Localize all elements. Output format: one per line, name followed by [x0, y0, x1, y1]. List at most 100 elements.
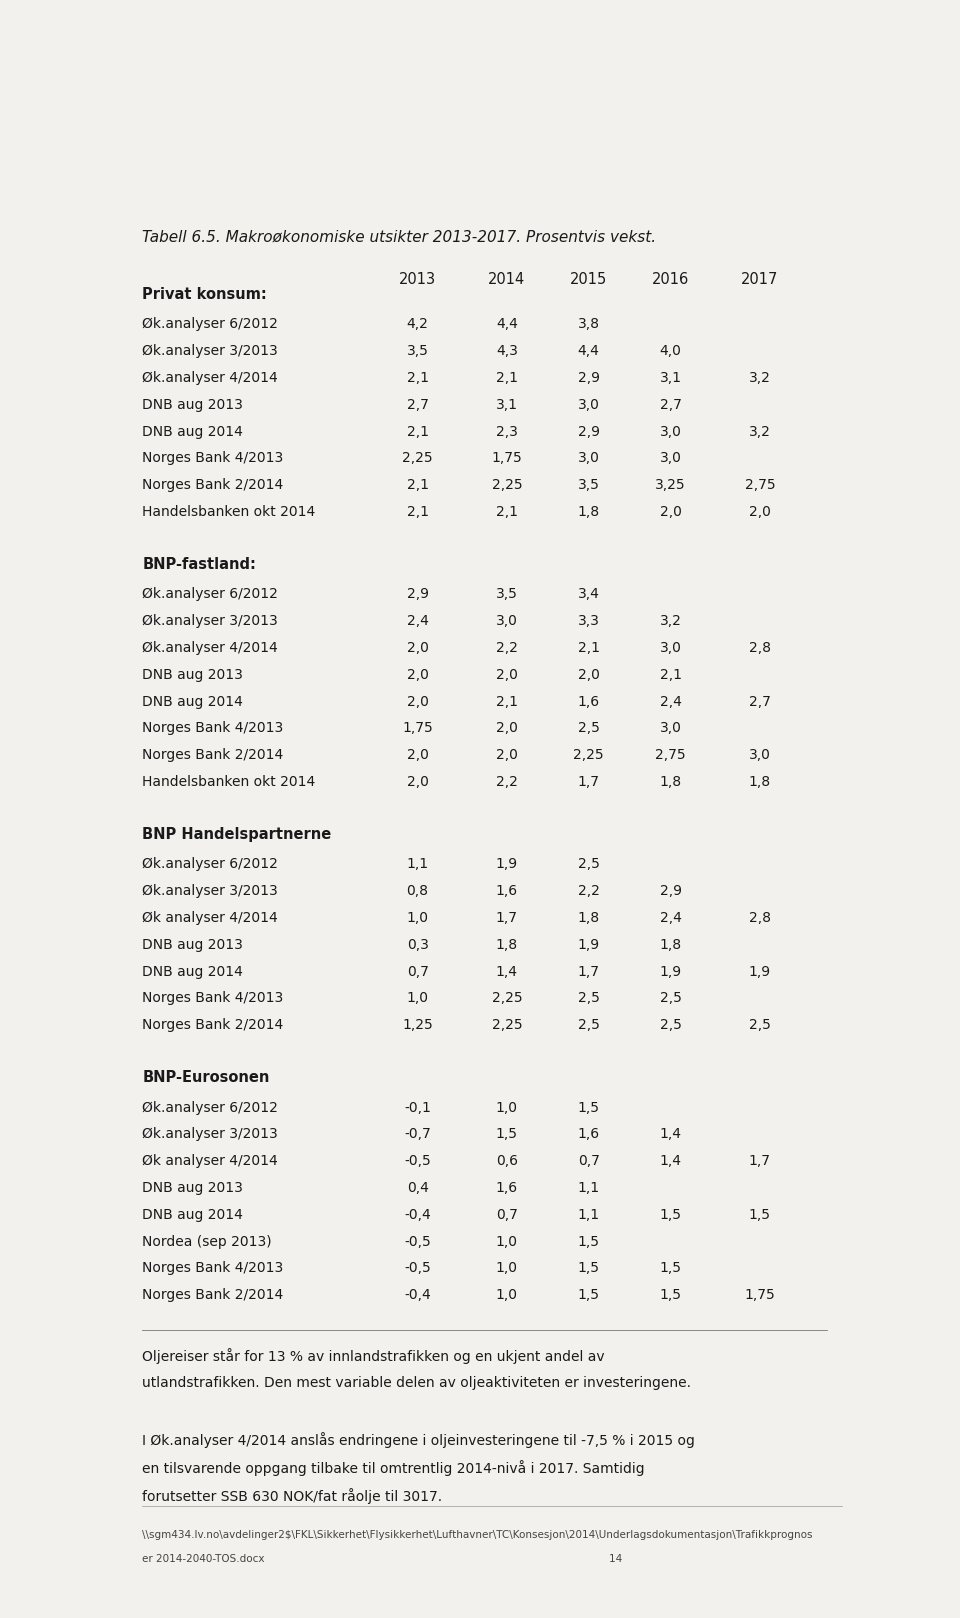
Text: 0,3: 0,3 [407, 938, 428, 951]
Text: Øk analyser 4/2014: Øk analyser 4/2014 [142, 911, 278, 925]
Text: 1,9: 1,9 [495, 858, 518, 872]
Text: 2,0: 2,0 [496, 748, 517, 762]
Text: 1,25: 1,25 [402, 1018, 433, 1032]
Text: 2,0: 2,0 [407, 668, 428, 681]
Text: Øk.analyser 3/2013: Øk.analyser 3/2013 [142, 615, 278, 628]
Text: 2,25: 2,25 [492, 1018, 522, 1032]
Text: 2,0: 2,0 [749, 505, 771, 519]
Text: 0,7: 0,7 [407, 964, 428, 979]
Text: 2,0: 2,0 [407, 748, 428, 762]
Text: 2,7: 2,7 [407, 398, 428, 413]
Text: 1,0: 1,0 [496, 1235, 517, 1249]
Text: 2,1: 2,1 [578, 641, 600, 655]
Text: 2,5: 2,5 [660, 1018, 682, 1032]
Text: BNP-fastland:: BNP-fastland: [142, 557, 256, 571]
Text: 3,0: 3,0 [496, 615, 517, 628]
Text: 2,1: 2,1 [407, 505, 428, 519]
Text: Norges Bank 2/2014: Norges Bank 2/2014 [142, 748, 283, 762]
Text: 1,5: 1,5 [660, 1207, 682, 1222]
Text: Øk.analyser 6/2012: Øk.analyser 6/2012 [142, 1100, 278, 1115]
Text: 1,7: 1,7 [749, 1154, 771, 1168]
Text: 4,4: 4,4 [578, 345, 600, 358]
Text: 2,0: 2,0 [578, 668, 600, 681]
Text: 1,9: 1,9 [660, 964, 682, 979]
Text: 2,4: 2,4 [407, 615, 428, 628]
Text: -0,4: -0,4 [404, 1288, 431, 1302]
Text: 3,0: 3,0 [578, 398, 600, 413]
Text: 1,8: 1,8 [749, 775, 771, 790]
Text: 3,5: 3,5 [407, 345, 428, 358]
Text: 4,2: 4,2 [407, 317, 428, 332]
Text: 2,9: 2,9 [407, 587, 428, 602]
Text: 3,0: 3,0 [660, 722, 682, 735]
Text: 1,1: 1,1 [578, 1207, 600, 1222]
Text: 1,8: 1,8 [660, 775, 682, 790]
Text: 3,0: 3,0 [749, 748, 771, 762]
Text: Privat konsum:: Privat konsum: [142, 286, 267, 301]
Text: Øk.analyser 3/2013: Øk.analyser 3/2013 [142, 885, 278, 898]
Text: 1,75: 1,75 [744, 1288, 776, 1302]
Text: 1,4: 1,4 [660, 1154, 682, 1168]
Text: 1,75: 1,75 [492, 451, 522, 466]
Text: 1,5: 1,5 [578, 1262, 600, 1275]
Text: 1,1: 1,1 [578, 1181, 600, 1196]
Text: 1,7: 1,7 [578, 964, 600, 979]
Text: Øk analyser 4/2014: Øk analyser 4/2014 [142, 1154, 278, 1168]
Text: 1,7: 1,7 [578, 775, 600, 790]
Text: 3,0: 3,0 [660, 451, 682, 466]
Text: Øk.analyser 4/2014: Øk.analyser 4/2014 [142, 371, 278, 385]
Text: 2,5: 2,5 [578, 858, 600, 872]
Text: 1,5: 1,5 [496, 1128, 517, 1141]
Text: en tilsvarende oppgang tilbake til omtrentlig 2014-nivå i 2017. Samtidig: en tilsvarende oppgang tilbake til omtre… [142, 1461, 645, 1476]
Text: 1,4: 1,4 [496, 964, 517, 979]
Text: 3,2: 3,2 [749, 424, 771, 438]
Text: DNB aug 2014: DNB aug 2014 [142, 694, 243, 709]
Text: 2,3: 2,3 [496, 424, 517, 438]
Text: 2,1: 2,1 [496, 371, 517, 385]
Text: 0,7: 0,7 [496, 1207, 517, 1222]
Text: 1,9: 1,9 [749, 964, 771, 979]
Text: 1,6: 1,6 [578, 694, 600, 709]
Text: 2,1: 2,1 [407, 479, 428, 492]
Text: 2,1: 2,1 [496, 505, 517, 519]
Text: 1,9: 1,9 [578, 938, 600, 951]
Text: Oljereiser står for 13 % av innlandstrafikken og en ukjent andel av: Oljereiser står for 13 % av innlandstraf… [142, 1348, 605, 1364]
Text: 1,7: 1,7 [496, 911, 517, 925]
Text: 2,0: 2,0 [407, 641, 428, 655]
Text: 4,4: 4,4 [496, 317, 517, 332]
Text: 3,0: 3,0 [578, 451, 600, 466]
Text: 2,1: 2,1 [496, 694, 517, 709]
Text: 2,5: 2,5 [660, 992, 682, 1005]
Text: 2,2: 2,2 [496, 775, 517, 790]
Text: 3,2: 3,2 [749, 371, 771, 385]
Text: 2017: 2017 [741, 272, 779, 286]
Text: 1,4: 1,4 [660, 1128, 682, 1141]
Text: 1,0: 1,0 [496, 1262, 517, 1275]
Text: 2,9: 2,9 [578, 371, 600, 385]
Text: 4,0: 4,0 [660, 345, 682, 358]
Text: DNB aug 2014: DNB aug 2014 [142, 1207, 243, 1222]
Text: 2,7: 2,7 [749, 694, 771, 709]
Text: 1,5: 1,5 [660, 1288, 682, 1302]
Text: 1,8: 1,8 [578, 911, 600, 925]
Text: 2,5: 2,5 [749, 1018, 771, 1032]
Text: 2,8: 2,8 [749, 641, 771, 655]
Text: Nordea (sep 2013): Nordea (sep 2013) [142, 1235, 272, 1249]
Text: 3,1: 3,1 [496, 398, 517, 413]
Text: Norges Bank 2/2014: Norges Bank 2/2014 [142, 479, 283, 492]
Text: 0,7: 0,7 [578, 1154, 600, 1168]
Text: DNB aug 2013: DNB aug 2013 [142, 398, 243, 413]
Text: 2,75: 2,75 [656, 748, 685, 762]
Text: 2,25: 2,25 [573, 748, 604, 762]
Text: 4,3: 4,3 [496, 345, 517, 358]
Text: \\sgm434.lv.no\avdelinger2$\FKL\Sikkerhet\Flysikkerhet\Lufthavner\TC\Konsesjon\2: \\sgm434.lv.no\avdelinger2$\FKL\Sikkerhe… [142, 1531, 813, 1540]
Text: 1,8: 1,8 [660, 938, 682, 951]
Text: utlandstrafikken. Den mest variable delen av oljeaktiviteten er investeringene.: utlandstrafikken. Den mest variable dele… [142, 1375, 691, 1390]
Text: 1,0: 1,0 [496, 1288, 517, 1302]
Text: 2,8: 2,8 [749, 911, 771, 925]
Text: -0,1: -0,1 [404, 1100, 431, 1115]
Text: 3,1: 3,1 [660, 371, 682, 385]
Text: 3,4: 3,4 [578, 587, 600, 602]
Text: 3,5: 3,5 [496, 587, 517, 602]
Text: 1,0: 1,0 [407, 911, 428, 925]
